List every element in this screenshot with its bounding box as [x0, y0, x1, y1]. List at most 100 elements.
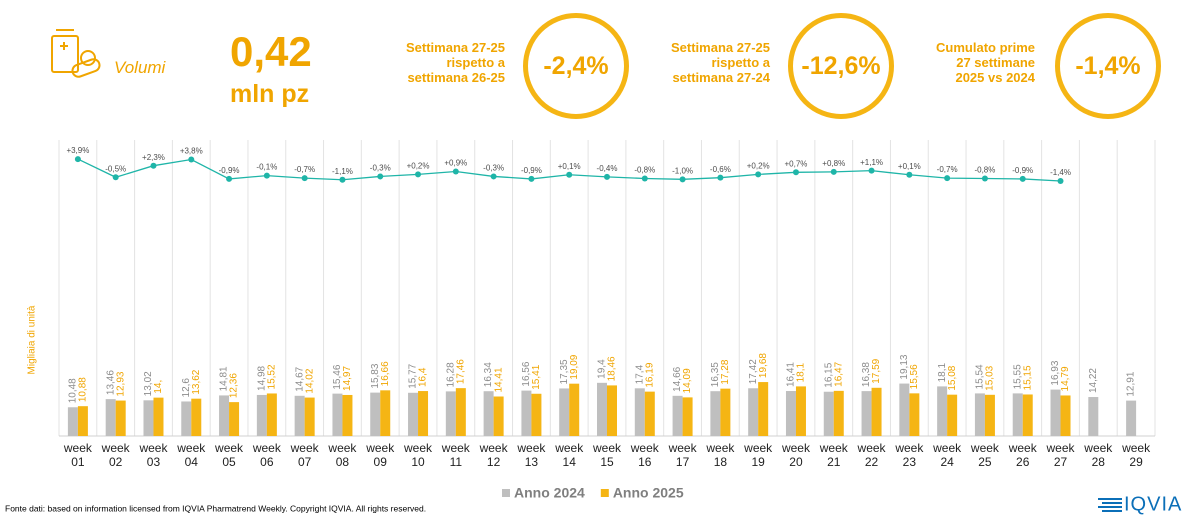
y-axis-label: Migliaia di unità — [27, 305, 38, 374]
data-label: 16,15 — [823, 362, 834, 387]
data-label: 14, — [153, 380, 164, 394]
x-tick-label: week 07 — [290, 441, 319, 469]
bar — [266, 393, 277, 436]
data-label: 19,4 — [597, 359, 608, 379]
kpi-value: -12,6% — [788, 13, 894, 119]
growth-point — [112, 174, 119, 181]
logo: IQVIA — [1124, 493, 1182, 515]
bar — [644, 391, 655, 436]
kpi-label-line: settimana 26-25 — [407, 70, 505, 85]
data-label: 12,6 — [181, 378, 192, 398]
growth-point — [566, 171, 573, 178]
growth-label: -1,4% — [1050, 168, 1071, 177]
x-tick-label: week 15 — [592, 441, 621, 469]
data-label: 16,35 — [710, 362, 721, 387]
x-tick-label: week 08 — [328, 441, 357, 469]
bar — [408, 392, 419, 436]
growth-label: -1,1% — [332, 167, 353, 176]
kpi-label-line: Cumulato prime — [936, 40, 1035, 55]
growth-label: +0,1% — [898, 162, 921, 171]
x-tick-label: week 14 — [555, 441, 584, 469]
data-label: 15,41 — [531, 364, 542, 389]
data-label: 14,98 — [257, 365, 268, 390]
x-tick-label: week 22 — [857, 441, 886, 469]
x-tick-label: week 24 — [933, 441, 962, 469]
data-label: 16,93 — [1050, 360, 1061, 385]
bar — [445, 391, 456, 436]
bar — [455, 388, 466, 436]
bar — [256, 394, 267, 436]
data-label: 18,1 — [937, 362, 948, 382]
bar — [304, 397, 315, 436]
growth-point — [377, 173, 384, 180]
x-tick-label: week 27 — [1046, 441, 1075, 469]
data-label: 16,41 — [786, 362, 797, 387]
data-label: 15,52 — [267, 364, 278, 389]
growth-point — [528, 175, 535, 182]
bar — [795, 386, 806, 436]
growth-point — [490, 173, 497, 180]
data-label: 15,15 — [1022, 365, 1033, 390]
bar — [370, 392, 381, 436]
bar — [342, 394, 353, 436]
kpi-label-line: rispetto a — [711, 55, 770, 70]
bar — [672, 395, 683, 436]
growth-label: +1,1% — [860, 158, 883, 167]
x-tick-label: week 13 — [517, 441, 546, 469]
data-label: 19,13 — [899, 354, 910, 379]
x-tick-label: week 19 — [744, 441, 773, 469]
data-label: 14,02 — [304, 368, 315, 393]
x-tick-label: week 06 — [252, 441, 281, 469]
bar — [181, 401, 192, 436]
x-tick-label: week 04 — [177, 441, 206, 469]
data-label: 14,09 — [682, 368, 693, 393]
x-tick-label: week 10 — [404, 441, 433, 469]
x-tick-label: week 23 — [895, 441, 924, 469]
bar — [483, 391, 494, 436]
bar — [493, 396, 504, 436]
growth-label: -0,7% — [294, 165, 315, 174]
bar — [219, 395, 230, 436]
headline-unit: mln pz — [230, 80, 310, 108]
x-tick-label: week 29 — [1122, 441, 1151, 469]
x-tick-label: week 28 — [1084, 441, 1113, 469]
data-label: 16,38 — [861, 362, 872, 387]
x-tick-label: week 25 — [970, 441, 999, 469]
bar — [380, 390, 391, 436]
bar — [947, 394, 958, 436]
bar — [833, 390, 844, 436]
bar — [77, 406, 88, 436]
bar — [861, 391, 872, 436]
data-label: 13,62 — [191, 369, 202, 394]
data-label: 14,22 — [1088, 368, 1099, 393]
growth-label: -0,7% — [937, 165, 958, 174]
data-label: 15,77 — [408, 363, 419, 388]
x-tick-label: week 20 — [781, 441, 810, 469]
bar — [899, 383, 910, 436]
icon-label: Volumi — [114, 58, 166, 77]
growth-label: +3,9% — [66, 146, 89, 155]
growth-label: -0,8% — [634, 166, 655, 175]
data-label: 16,34 — [483, 362, 494, 387]
growth-label: -0,1% — [256, 163, 277, 172]
growth-point — [604, 173, 610, 180]
data-label: 16,66 — [380, 361, 391, 386]
bar — [720, 388, 731, 436]
data-label: 14,79 — [1060, 366, 1071, 391]
bar — [937, 386, 948, 436]
bar — [1012, 393, 1023, 436]
x-tick-label: week 12 — [479, 441, 508, 469]
bar — [710, 391, 721, 436]
bar — [634, 388, 645, 436]
bar — [294, 395, 305, 436]
x-tick-label: week 05 — [215, 441, 244, 469]
source-note: Fonte dati: based on information license… — [5, 503, 426, 513]
kpi-label-line: Settimana 27-25 — [406, 40, 505, 55]
bar — [559, 388, 570, 436]
kpi-label-line: Settimana 27-25 — [671, 40, 770, 55]
kpi-label: Cumulato prime 27 settimane 2025 vs 2024 — [885, 40, 1035, 85]
data-label: 17,42 — [748, 359, 759, 384]
growth-point — [906, 171, 913, 178]
